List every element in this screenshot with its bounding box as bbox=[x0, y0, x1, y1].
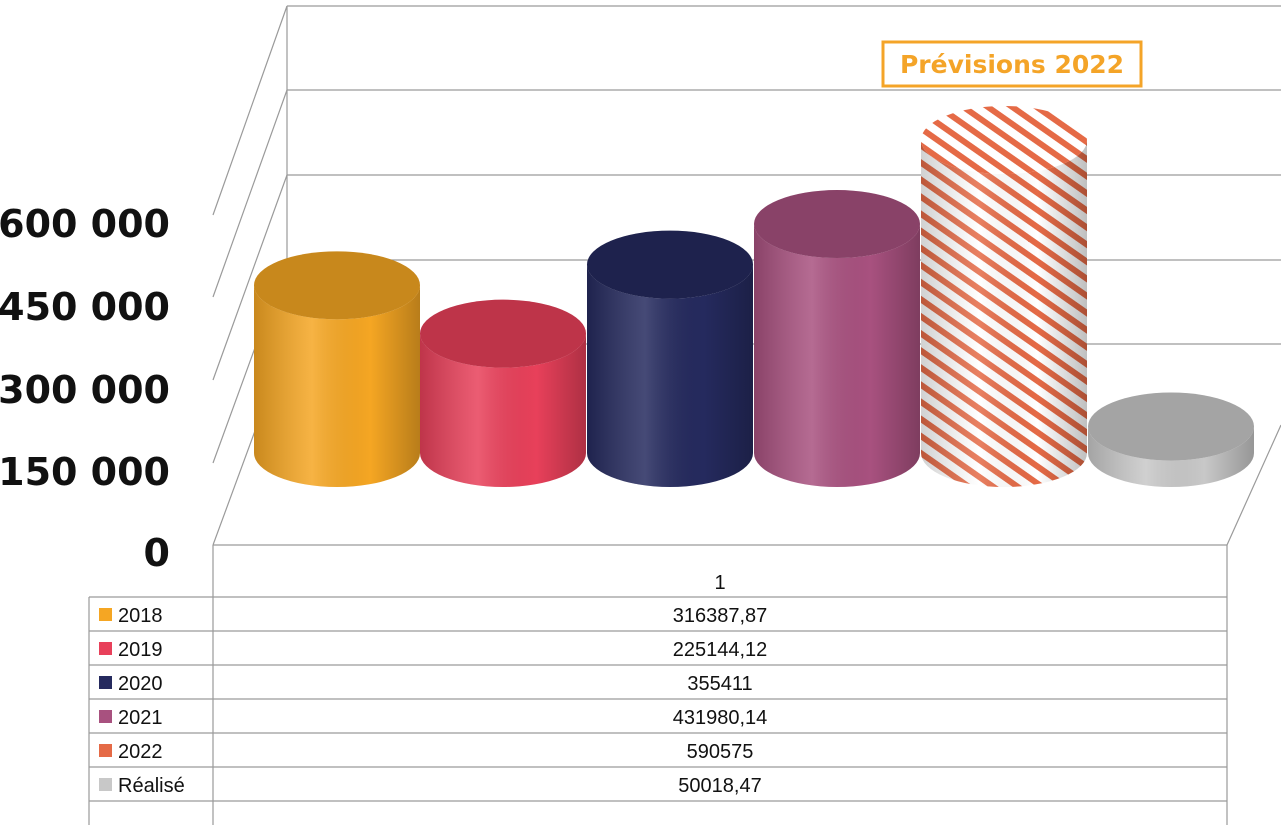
legend-label: 2018 bbox=[118, 605, 163, 627]
table-value: 590575 bbox=[687, 741, 754, 763]
annotation-text: Prévisions 2022 bbox=[900, 50, 1124, 79]
bar-shading bbox=[754, 224, 920, 487]
legend-key bbox=[99, 676, 112, 689]
table-row: 2018 316387,87 bbox=[89, 605, 1227, 632]
y-axis-ticks: 0 150 000 300 000 450 000 600 000 bbox=[0, 202, 170, 575]
bar-2018 bbox=[253, 251, 420, 487]
y-tick-label: 300 000 bbox=[0, 368, 170, 412]
bar-top bbox=[754, 190, 920, 259]
side-gridline bbox=[212, 174, 288, 381]
table-value: 431980,14 bbox=[673, 707, 768, 729]
floor-right-edge bbox=[1226, 424, 1281, 546]
legend-label: 2021 bbox=[118, 707, 163, 729]
bar-top bbox=[420, 299, 586, 368]
bar-top bbox=[587, 230, 753, 299]
bar-2020 bbox=[587, 230, 753, 487]
y-tick-label: 150 000 bbox=[0, 450, 170, 494]
bar-shading bbox=[1088, 426, 1254, 487]
legend-label: 2022 bbox=[118, 741, 163, 763]
legend-key bbox=[99, 744, 112, 757]
y-tick-label: 0 bbox=[144, 531, 170, 575]
bar-shading bbox=[420, 333, 586, 487]
bar-2019 bbox=[420, 299, 586, 487]
bar-2021 bbox=[754, 190, 920, 487]
bar-shading bbox=[253, 285, 420, 487]
legend-label: 2019 bbox=[118, 639, 163, 661]
side-gridline bbox=[212, 89, 288, 298]
bar-top-shade bbox=[1088, 392, 1254, 461]
bar-top bbox=[1088, 392, 1254, 461]
table-row: 2021 431980,14 bbox=[89, 707, 1227, 734]
bars bbox=[253, 105, 1254, 488]
bar-top-shade bbox=[587, 230, 753, 299]
bar-Réalisé bbox=[1088, 392, 1254, 487]
y-tick-label: 450 000 bbox=[0, 285, 170, 329]
y-tick-label: 600 000 bbox=[0, 202, 170, 246]
bar-top bbox=[921, 105, 1087, 174]
bar-top bbox=[254, 251, 420, 320]
table-category-header: 1 bbox=[714, 572, 725, 594]
table-value: 50018,47 bbox=[678, 775, 761, 797]
legend-label: 2020 bbox=[118, 673, 163, 695]
table-row: 2020 355411 bbox=[89, 673, 1227, 700]
table-row: Réalisé 50018,47 bbox=[89, 775, 1227, 802]
legend-key bbox=[99, 608, 112, 621]
table-value: 355411 bbox=[687, 673, 752, 695]
annotation: Prévisions 2022 bbox=[881, 40, 1143, 88]
legend-key bbox=[99, 642, 112, 655]
bar-shading bbox=[587, 264, 753, 487]
bar-top-shade bbox=[754, 190, 920, 259]
table-row: 2019 225144,12 bbox=[89, 639, 1227, 666]
legend-key bbox=[99, 710, 112, 723]
annotation-box bbox=[881, 40, 1143, 88]
side-gridline bbox=[212, 5, 288, 216]
table-row: 2022 590575 bbox=[89, 741, 1227, 768]
bar-2022 bbox=[921, 105, 1087, 488]
bar-top-shade bbox=[254, 251, 420, 320]
bar-shading bbox=[921, 139, 1087, 488]
table-value: 316387,87 bbox=[673, 605, 768, 627]
bar-top-shade bbox=[420, 299, 586, 368]
table-value: 225144,12 bbox=[673, 639, 768, 661]
legend-key bbox=[99, 778, 112, 791]
legend-label: Réalisé bbox=[118, 775, 185, 797]
